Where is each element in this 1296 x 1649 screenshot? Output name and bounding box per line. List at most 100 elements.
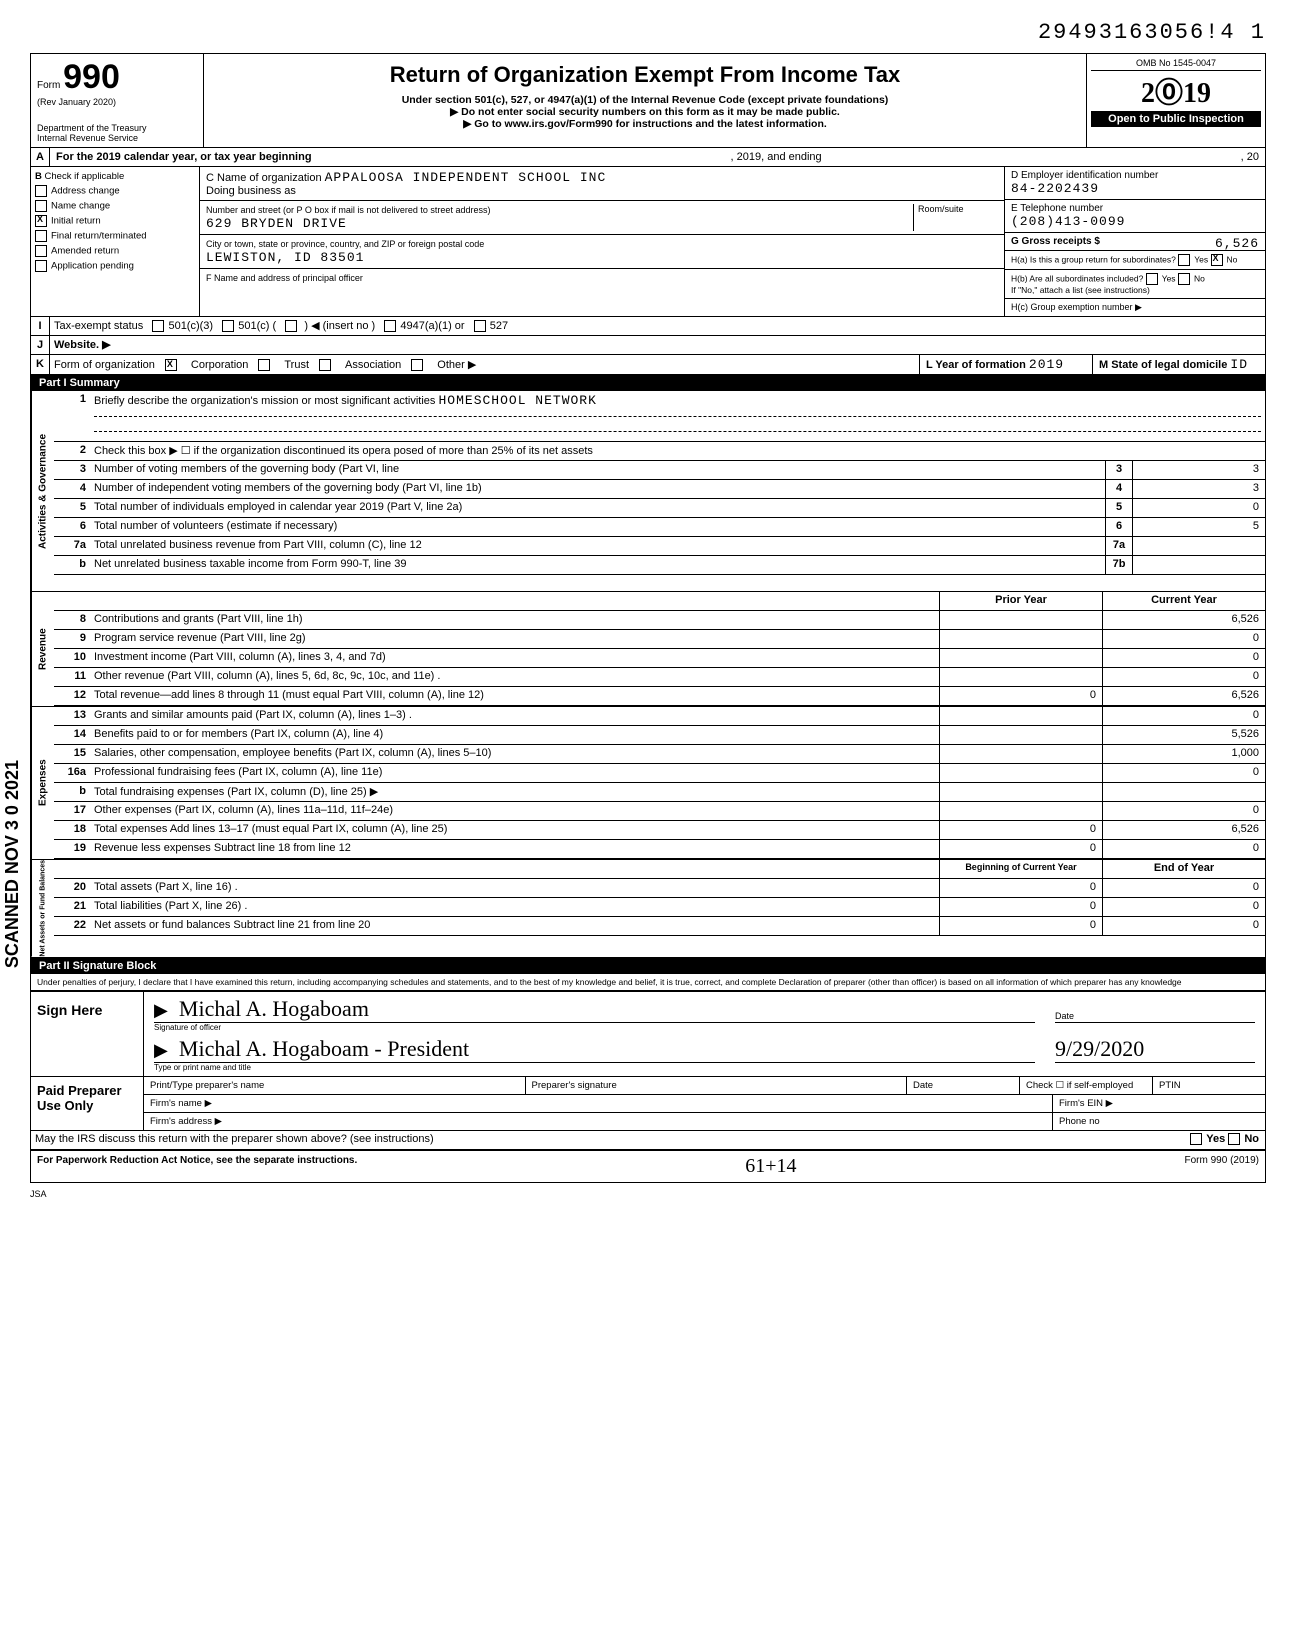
subtitle-1: Under section 501(c), 527, or 4947(a)(1)… bbox=[214, 94, 1076, 106]
i-opt-3: 4947(a)(1) or bbox=[400, 320, 464, 332]
discuss-yes-checkbox[interactable] bbox=[1190, 1133, 1202, 1145]
b-checkbox-3[interactable] bbox=[35, 230, 47, 242]
form-label: Form bbox=[37, 80, 60, 91]
line-11-cur: 0 bbox=[1102, 668, 1265, 686]
b-checkbox-2[interactable] bbox=[35, 215, 47, 227]
line-21-cur: 0 bbox=[1102, 898, 1265, 916]
line-b-val bbox=[1132, 556, 1265, 574]
other-checkbox[interactable] bbox=[411, 359, 423, 371]
discuss-no-checkbox[interactable] bbox=[1228, 1133, 1240, 1145]
b-checkbox-5[interactable] bbox=[35, 260, 47, 272]
ha-no-checkbox[interactable] bbox=[1211, 254, 1223, 266]
sign-here-block: Sign Here ▶ Michal A. Hogaboam Date Sign… bbox=[31, 990, 1265, 1076]
part-i-bar: Part I Summary bbox=[31, 375, 1265, 391]
paid-head-4: PTIN bbox=[1153, 1077, 1265, 1094]
line-10-cur: 0 bbox=[1102, 649, 1265, 667]
line-22-cur: 0 bbox=[1102, 917, 1265, 935]
line-1-num: 1 bbox=[54, 391, 90, 441]
b-checkbox-4[interactable] bbox=[35, 245, 47, 257]
line-13-desc: Grants and similar amounts paid (Part IX… bbox=[90, 707, 939, 725]
opt-other: Other ▶ bbox=[437, 358, 476, 371]
addr-label: Number and street (or P O box if mail is… bbox=[206, 205, 490, 215]
phone-value: (208)413-0099 bbox=[1011, 214, 1125, 229]
org-name: APPALOOSA INDEPENDENT SCHOOL INC bbox=[325, 170, 607, 185]
discuss-yes: Yes bbox=[1206, 1133, 1225, 1145]
firm-ein-label: Firm's EIN ▶ bbox=[1053, 1095, 1265, 1112]
line-8-num: 8 bbox=[54, 611, 90, 629]
i-opt-0: 501(c)(3) bbox=[168, 320, 213, 332]
i-opt-1: 501(c) ( bbox=[238, 320, 276, 332]
line-19-num: 19 bbox=[54, 840, 90, 858]
line-8-cur: 6,526 bbox=[1102, 611, 1265, 629]
i-checkbox-3[interactable] bbox=[384, 320, 396, 332]
line-b-prior bbox=[939, 783, 1102, 801]
yes-text-2: Yes bbox=[1162, 273, 1176, 283]
b-item-1: Name change bbox=[51, 201, 110, 212]
line-6-box: 6 bbox=[1105, 518, 1132, 536]
line-20-cur: 0 bbox=[1102, 879, 1265, 897]
ha-label: H(a) Is this a group return for subordin… bbox=[1011, 254, 1176, 264]
line-12-desc: Total revenue—add lines 8 through 11 (mu… bbox=[90, 687, 939, 705]
opt-assoc: Association bbox=[345, 359, 401, 371]
i-checkbox-2[interactable] bbox=[285, 320, 297, 332]
line-15-cur: 1,000 bbox=[1102, 745, 1265, 763]
line-7a-num: 7a bbox=[54, 537, 90, 555]
line-15-num: 15 bbox=[54, 745, 90, 763]
paperwork-notice: For Paperwork Reduction Act Notice, see … bbox=[37, 1155, 357, 1178]
gross-label: G Gross receipts $ bbox=[1011, 236, 1100, 247]
paid-preparer-block: Paid Preparer Use Only Print/Type prepar… bbox=[31, 1076, 1265, 1130]
line-20-num: 20 bbox=[54, 879, 90, 897]
officer-label: F Name and address of principal officer bbox=[206, 273, 363, 283]
side-net: Net Assets or Fund Balances bbox=[31, 860, 54, 957]
no-text-2: No bbox=[1194, 273, 1205, 283]
end-year-head: End of Year bbox=[1102, 860, 1265, 878]
b-checkbox-0[interactable] bbox=[35, 185, 47, 197]
firm-address-label: Firm's address ▶ bbox=[144, 1113, 1053, 1130]
hb-no-checkbox[interactable] bbox=[1178, 273, 1190, 285]
year-formation: 2019 bbox=[1029, 357, 1064, 372]
line-14-num: 14 bbox=[54, 726, 90, 744]
line-9-num: 9 bbox=[54, 630, 90, 648]
row-a-right: , 20 bbox=[1241, 151, 1259, 163]
assoc-checkbox[interactable] bbox=[319, 359, 331, 371]
line-18-desc: Total expenses Add lines 13–17 (must equ… bbox=[90, 821, 939, 839]
room-suite-label: Room/suite bbox=[913, 204, 998, 231]
jsa-label: JSA bbox=[30, 1189, 1266, 1199]
gross-value: 6,526 bbox=[1215, 236, 1259, 251]
form-rev: (Rev January 2020) bbox=[37, 97, 197, 107]
form-org-label: Form of organization bbox=[54, 359, 155, 371]
line-21-num: 21 bbox=[54, 898, 90, 916]
i-checkbox-4[interactable] bbox=[474, 320, 486, 332]
corp-checkbox[interactable] bbox=[165, 359, 177, 371]
line-7a-val bbox=[1132, 537, 1265, 555]
line-5-val: 0 bbox=[1132, 499, 1265, 517]
line-11-desc: Other revenue (Part VIII, column (A), li… bbox=[90, 668, 939, 686]
i-checkbox-1[interactable] bbox=[222, 320, 234, 332]
i-checkbox-0[interactable] bbox=[152, 320, 164, 332]
line-19-prior: 0 bbox=[939, 840, 1102, 858]
opt-trust: Trust bbox=[284, 359, 309, 371]
line-19-desc: Revenue less expenses Subtract line 18 f… bbox=[90, 840, 939, 858]
line-13-cur: 0 bbox=[1102, 707, 1265, 725]
discuss-no: No bbox=[1244, 1133, 1259, 1145]
line-10-desc: Investment income (Part VIII, column (A)… bbox=[90, 649, 939, 667]
line-18-cur: 6,526 bbox=[1102, 821, 1265, 839]
ha-yes-checkbox[interactable] bbox=[1178, 254, 1190, 266]
line-9-cur: 0 bbox=[1102, 630, 1265, 648]
hb-yes-checkbox[interactable] bbox=[1146, 273, 1158, 285]
col-defg: D Employer identification number 84-2202… bbox=[1004, 167, 1265, 316]
form-number: 990 bbox=[63, 58, 120, 96]
line-8-desc: Contributions and grants (Part VIII, lin… bbox=[90, 611, 939, 629]
prior-year-head: Prior Year bbox=[939, 592, 1102, 610]
label-k: K bbox=[31, 355, 50, 374]
i-opt-4: 527 bbox=[490, 320, 508, 332]
line-7a-desc: Total unrelated business revenue from Pa… bbox=[90, 537, 1105, 555]
col-b: B Check if applicable Address changeName… bbox=[31, 167, 200, 316]
line-b-box: 7b bbox=[1105, 556, 1132, 574]
line-3-desc: Number of voting members of the governin… bbox=[90, 461, 1105, 479]
line-8-prior bbox=[939, 611, 1102, 629]
b-checkbox-1[interactable] bbox=[35, 200, 47, 212]
line-b-num: b bbox=[54, 556, 90, 574]
trust-checkbox[interactable] bbox=[258, 359, 270, 371]
line-6-num: 6 bbox=[54, 518, 90, 536]
